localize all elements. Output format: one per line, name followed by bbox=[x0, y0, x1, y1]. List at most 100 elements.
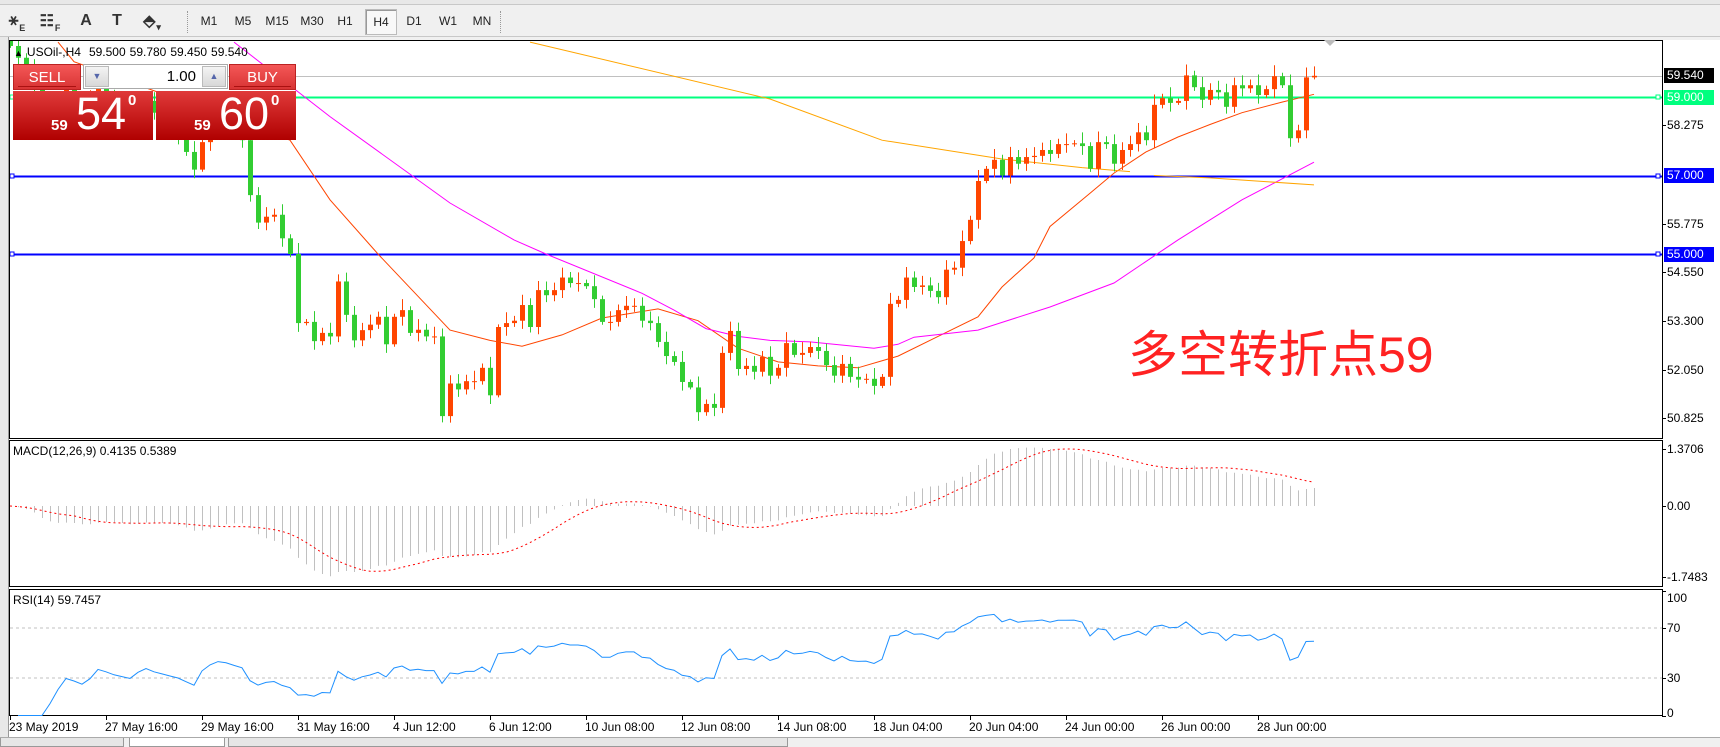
candle-body bbox=[736, 330, 741, 370]
candle-body bbox=[808, 347, 813, 353]
time-axis-label: 31 May 16:00 bbox=[297, 720, 370, 734]
timeframe-h1-button[interactable]: H1 bbox=[337, 14, 353, 28]
text-icon[interactable]: A bbox=[80, 12, 92, 29]
candle-body bbox=[1192, 75, 1197, 88]
candle-body bbox=[1248, 85, 1253, 89]
chart-header: ▲ USOil-,H4 59.500 59.780 59.450 59.540 bbox=[14, 45, 252, 59]
candle-body bbox=[24, 57, 29, 70]
candle-body bbox=[952, 267, 957, 270]
header-arrow-icon[interactable]: ▲ bbox=[14, 48, 23, 58]
candle bbox=[672, 351, 677, 366]
candle-body bbox=[632, 305, 637, 307]
timeframe-m30-button[interactable]: M30 bbox=[300, 14, 324, 28]
candle-body bbox=[696, 387, 701, 413]
candle bbox=[10, 41, 13, 48]
line-handle-right bbox=[1655, 94, 1661, 100]
candle-body bbox=[816, 347, 821, 351]
toolbar-separator bbox=[187, 11, 191, 33]
candle bbox=[592, 275, 597, 308]
timeframe-mn-button[interactable]: MN bbox=[472, 14, 492, 28]
candle-body bbox=[200, 142, 205, 170]
candle-body bbox=[440, 336, 445, 417]
toolbar-separator bbox=[500, 11, 504, 33]
chart-window[interactable] bbox=[9, 40, 1720, 737]
buy-price-sup: 0 bbox=[271, 92, 280, 109]
text-label-icon[interactable]: T bbox=[112, 12, 122, 29]
fibo-grid-icon[interactable]: ☷ F bbox=[39, 13, 61, 33]
header-low: 59.450 bbox=[170, 45, 208, 59]
timeframe-h4-button[interactable]: H4 bbox=[365, 9, 397, 35]
buy-button[interactable]: BUY bbox=[229, 64, 296, 90]
candle bbox=[808, 341, 813, 358]
candle bbox=[848, 356, 853, 383]
candle bbox=[344, 272, 349, 322]
candle-body bbox=[768, 356, 773, 376]
candle bbox=[376, 311, 381, 329]
lot-size-stepper[interactable]: ▼ 1.00 ▲ bbox=[83, 64, 228, 89]
candle bbox=[560, 267, 565, 299]
candle bbox=[1192, 70, 1197, 91]
timeframe-m5-button[interactable]: M5 bbox=[234, 14, 252, 28]
candle-body bbox=[1160, 98, 1165, 105]
candle-body bbox=[1024, 157, 1029, 164]
candle bbox=[152, 92, 157, 120]
header-high: 59.780 bbox=[129, 45, 167, 59]
candle-body bbox=[824, 350, 829, 366]
candle-body bbox=[688, 381, 693, 388]
line-handle-left bbox=[10, 173, 15, 179]
candle-body bbox=[1008, 157, 1013, 176]
candle-body bbox=[1312, 75, 1317, 78]
candle-body bbox=[544, 290, 549, 296]
candle bbox=[1296, 124, 1301, 143]
candle-body bbox=[840, 363, 845, 376]
buy-label: BUY bbox=[247, 69, 278, 86]
candle-body bbox=[648, 320, 653, 324]
timeframe-m15-button[interactable]: M15 bbox=[265, 14, 289, 28]
candle-body bbox=[432, 336, 437, 338]
candle-body bbox=[336, 281, 341, 337]
elliott-wave-icon[interactable]: ⚹ E bbox=[8, 12, 26, 33]
lot-decrease-button[interactable]: ▼ bbox=[85, 66, 109, 87]
candle bbox=[272, 208, 277, 222]
candle-body bbox=[600, 299, 605, 322]
arrows-icon[interactable]: ⬘ ▾ bbox=[143, 13, 161, 32]
candle bbox=[840, 354, 845, 383]
candle bbox=[760, 350, 765, 377]
time-axis-label: 23 May 2019 bbox=[9, 720, 79, 734]
buy-price-button[interactable]: 59 60 0 bbox=[156, 89, 296, 140]
candle-body bbox=[1144, 132, 1149, 141]
rsi-axis-label: 0 bbox=[1667, 705, 1674, 720]
window-top-strip bbox=[0, 0, 1720, 5]
candle bbox=[256, 187, 261, 229]
sell-price-button[interactable]: 59 54 0 bbox=[13, 89, 153, 140]
candle-body bbox=[264, 216, 269, 223]
candle-body bbox=[496, 327, 501, 396]
chart-annotation-text[interactable]: 多空转折点59 bbox=[1128, 327, 1434, 383]
candle bbox=[1264, 85, 1269, 98]
candle bbox=[616, 304, 621, 327]
line-handle-right bbox=[1655, 251, 1661, 257]
time-axis-label: 27 May 16:00 bbox=[105, 720, 178, 734]
candle bbox=[976, 170, 981, 229]
candle bbox=[1240, 75, 1245, 97]
candle-body bbox=[16, 45, 21, 58]
candle bbox=[1312, 66, 1317, 80]
candle-body bbox=[1112, 144, 1117, 164]
header-close: 59.540 bbox=[211, 45, 248, 59]
candle-body bbox=[488, 367, 493, 396]
candle bbox=[824, 343, 829, 371]
timeframe-d1-button[interactable]: D1 bbox=[406, 14, 422, 28]
time-axis-label: 28 Jun 00:00 bbox=[1257, 720, 1327, 734]
candle bbox=[1272, 65, 1277, 98]
timeframe-w1-button[interactable]: W1 bbox=[439, 14, 457, 28]
candle bbox=[1304, 67, 1309, 139]
lot-size-input[interactable]: 1.00 bbox=[166, 68, 196, 85]
candle bbox=[632, 298, 637, 312]
sell-button[interactable]: SELL bbox=[13, 64, 81, 90]
timeframe-m1-button[interactable]: M1 bbox=[200, 14, 218, 28]
candle bbox=[656, 316, 661, 348]
candle-body bbox=[1000, 159, 1005, 176]
lot-increase-button[interactable]: ▲ bbox=[202, 66, 226, 87]
candle-body bbox=[1152, 104, 1157, 141]
line-handle-left bbox=[10, 251, 15, 257]
